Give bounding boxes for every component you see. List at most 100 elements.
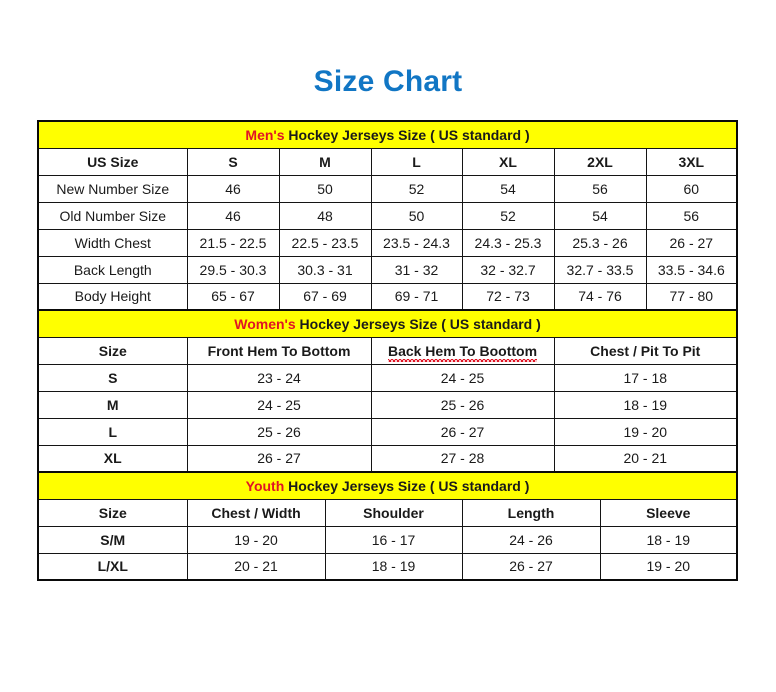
size-chart-tables: Men's Hockey Jerseys Size ( US standard … <box>37 120 739 581</box>
mens-cell: 48 <box>278 201 372 230</box>
mens-header-cell: 3XL <box>645 147 738 176</box>
youth-banner-accent: Youth <box>245 477 285 494</box>
mens-section-banner-row: Men's Hockey Jerseys Size ( US standard … <box>37 120 738 149</box>
mens-cell: 30.3 - 31 <box>278 255 372 284</box>
table-row: XL 26 - 27 27 - 28 20 - 21 <box>37 444 738 473</box>
mens-cell: 32 - 32.7 <box>461 255 555 284</box>
table-row: Old Number Size 46 48 50 52 54 56 <box>37 201 738 230</box>
mens-cell: 21.5 - 22.5 <box>186 228 280 257</box>
youth-header-row: Size Chest / Width Shoulder Length Sleev… <box>37 498 738 527</box>
mens-cell: 46 <box>186 201 280 230</box>
youth-banner-rest: Hockey Jerseys Size ( US standard ) <box>284 477 530 494</box>
womens-banner-accent: Women's <box>234 315 296 332</box>
youth-section-banner-row: Youth Hockey Jerseys Size ( US standard … <box>37 471 738 500</box>
mens-header-cell: US Size <box>37 147 188 176</box>
womens-size-table: Women's Hockey Jerseys Size ( US standar… <box>37 309 739 473</box>
mens-cell: 33.5 - 34.6 <box>645 255 738 284</box>
mens-cell: 60 <box>645 174 738 203</box>
womens-row-label: M <box>37 390 188 419</box>
womens-row-label: L <box>37 417 188 446</box>
mens-row-label: Body Height <box>37 282 188 311</box>
womens-header-cell: Size <box>37 336 188 365</box>
mens-size-table: Men's Hockey Jerseys Size ( US standard … <box>37 120 739 311</box>
mens-cell: 69 - 71 <box>370 282 463 311</box>
mens-cell: 74 - 76 <box>553 282 647 311</box>
womens-banner-rest: Hockey Jerseys Size ( US standard ) <box>295 315 541 332</box>
table-row: S 23 - 24 24 - 25 17 - 18 <box>37 363 738 392</box>
mens-cell: 52 <box>461 201 555 230</box>
mens-cell: 46 <box>186 174 280 203</box>
mens-banner-rest: Hockey Jerseys Size ( US standard ) <box>284 126 530 143</box>
mens-header-row: US Size S M L XL 2XL 3XL <box>37 147 738 176</box>
table-row: L 25 - 26 26 - 27 19 - 20 <box>37 417 738 446</box>
womens-cell: 23 - 24 <box>186 363 372 392</box>
mens-cell: 54 <box>461 174 555 203</box>
womens-cell: 20 - 21 <box>553 444 738 473</box>
womens-cell: 26 - 27 <box>370 417 555 446</box>
womens-row-label: XL <box>37 444 188 473</box>
mens-cell: 77 - 80 <box>645 282 738 311</box>
youth-cell: 20 - 21 <box>186 552 326 581</box>
mens-header-cell: 2XL <box>553 147 647 176</box>
table-row: Back Length 29.5 - 30.3 30.3 - 31 31 - 3… <box>37 255 738 284</box>
youth-size-table: Youth Hockey Jerseys Size ( US standard … <box>37 471 739 581</box>
mens-section-banner: Men's Hockey Jerseys Size ( US standard … <box>37 120 738 149</box>
mens-header-cell: L <box>370 147 463 176</box>
mens-row-label: Old Number Size <box>37 201 188 230</box>
mens-cell: 56 <box>553 174 647 203</box>
womens-header-row: Size Front Hem To Bottom Back Hem To Boo… <box>37 336 738 365</box>
womens-header-cell: Front Hem To Bottom <box>186 336 372 365</box>
page-title: Size Chart <box>313 65 463 98</box>
youth-cell: 18 - 19 <box>599 525 738 554</box>
mens-cell: 23.5 - 24.3 <box>370 228 463 257</box>
table-row: L/XL 20 - 21 18 - 19 26 - 27 19 - 20 <box>37 552 738 581</box>
mens-row-label: Back Length <box>37 255 188 284</box>
mens-cell: 22.5 - 23.5 <box>278 228 372 257</box>
youth-row-label: L/XL <box>37 552 188 581</box>
youth-header-cell: Size <box>37 498 188 527</box>
mens-cell: 31 - 32 <box>370 255 463 284</box>
youth-cell: 19 - 20 <box>186 525 326 554</box>
womens-cell: 25 - 26 <box>186 417 372 446</box>
mens-cell: 65 - 67 <box>186 282 280 311</box>
table-row: New Number Size 46 50 52 54 56 60 <box>37 174 738 203</box>
mens-cell: 32.7 - 33.5 <box>553 255 647 284</box>
mens-cell: 72 - 73 <box>461 282 555 311</box>
misspelled-header-text: Back Hem To Boottom <box>387 342 538 362</box>
youth-header-cell: Shoulder <box>324 498 463 527</box>
table-row: Width Chest 21.5 - 22.5 22.5 - 23.5 23.5… <box>37 228 738 257</box>
mens-cell: 29.5 - 30.3 <box>186 255 280 284</box>
womens-section-banner-row: Women's Hockey Jerseys Size ( US standar… <box>37 309 738 338</box>
youth-section-banner: Youth Hockey Jerseys Size ( US standard … <box>37 471 738 500</box>
mens-row-label: New Number Size <box>37 174 188 203</box>
mens-cell: 54 <box>553 201 647 230</box>
youth-cell: 26 - 27 <box>461 552 601 581</box>
table-row: S/M 19 - 20 16 - 17 24 - 26 18 - 19 <box>37 525 738 554</box>
youth-cell: 19 - 20 <box>599 552 738 581</box>
mens-cell: 52 <box>370 174 463 203</box>
womens-section-banner: Women's Hockey Jerseys Size ( US standar… <box>37 309 738 338</box>
mens-cell: 50 <box>370 201 463 230</box>
mens-cell: 24.3 - 25.3 <box>461 228 555 257</box>
womens-cell: 19 - 20 <box>553 417 738 446</box>
mens-cell: 50 <box>278 174 372 203</box>
mens-cell: 26 - 27 <box>645 228 738 257</box>
youth-cell: 24 - 26 <box>461 525 601 554</box>
table-row: Body Height 65 - 67 67 - 69 69 - 71 72 -… <box>37 282 738 311</box>
womens-header-cell-misspelled: Back Hem To Boottom <box>370 336 555 365</box>
youth-header-cell: Length <box>461 498 601 527</box>
mens-cell: 56 <box>645 201 738 230</box>
womens-header-cell: Chest / Pit To Pit <box>553 336 738 365</box>
mens-cell: 25.3 - 26 <box>553 228 647 257</box>
mens-row-label: Width Chest <box>37 228 188 257</box>
mens-header-cell: S <box>186 147 280 176</box>
table-row: M 24 - 25 25 - 26 18 - 19 <box>37 390 738 419</box>
youth-cell: 18 - 19 <box>324 552 463 581</box>
womens-cell: 24 - 25 <box>186 390 372 419</box>
womens-cell: 25 - 26 <box>370 390 555 419</box>
mens-banner-accent: Men's <box>245 126 285 143</box>
mens-cell: 67 - 69 <box>278 282 372 311</box>
womens-cell: 27 - 28 <box>370 444 555 473</box>
womens-cell: 17 - 18 <box>553 363 738 392</box>
